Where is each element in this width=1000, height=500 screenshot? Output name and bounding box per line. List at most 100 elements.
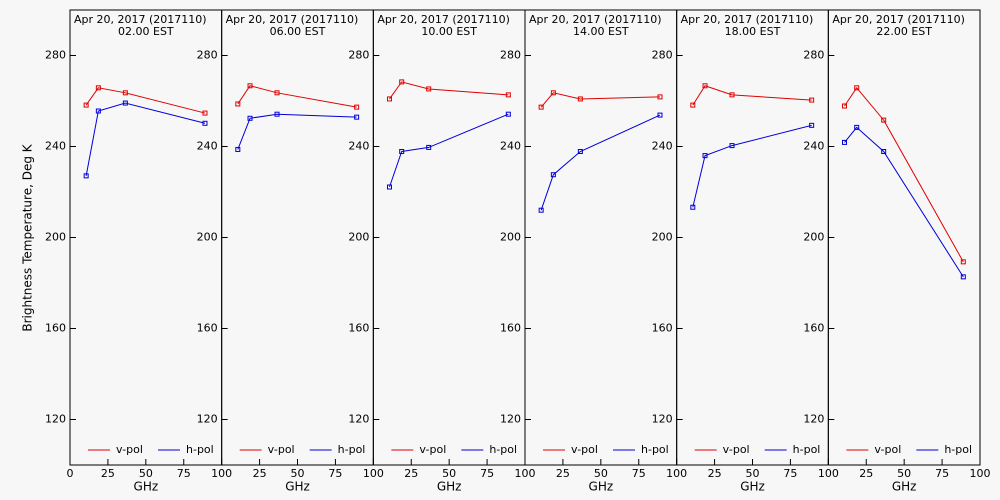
series-line bbox=[692, 85, 812, 106]
series-line bbox=[85, 102, 206, 176]
y-tick-label: 120 bbox=[652, 413, 673, 426]
point-marker bbox=[809, 122, 815, 128]
y-tick-label: 280 bbox=[197, 49, 218, 62]
point-marker bbox=[235, 146, 241, 152]
x-tick-label: 100 bbox=[818, 467, 839, 480]
y-tick-label: 240 bbox=[197, 140, 218, 153]
point-marker bbox=[274, 90, 280, 96]
y-tick-label: 160 bbox=[500, 322, 521, 335]
x-tick-label: 50 bbox=[139, 467, 153, 480]
point-marker bbox=[538, 104, 544, 110]
x-tick-label: 25 bbox=[859, 467, 873, 480]
series-line bbox=[237, 85, 357, 108]
point-marker bbox=[841, 139, 847, 145]
y-tick-label: 280 bbox=[348, 49, 369, 62]
panel-subtitle: 18.00 EST bbox=[725, 25, 781, 38]
x-tick-label: 100 bbox=[363, 467, 384, 480]
x-tick-label: 50 bbox=[746, 467, 760, 480]
point-marker bbox=[426, 86, 432, 92]
x-tick-label: 50 bbox=[291, 467, 305, 480]
point-marker bbox=[505, 111, 511, 117]
y-tick-label: 240 bbox=[45, 140, 66, 153]
panel-title: Apr 20, 2017 (2017110) bbox=[226, 13, 359, 26]
x-tick-label: 100 bbox=[515, 467, 536, 480]
point-marker bbox=[881, 117, 887, 123]
x-tick-label: 25 bbox=[556, 467, 570, 480]
legend-label: v-pol bbox=[116, 443, 143, 456]
point-marker bbox=[202, 120, 208, 126]
x-axis-label: GHz bbox=[589, 480, 614, 494]
y-tick-label: 280 bbox=[652, 49, 673, 62]
point-marker bbox=[550, 90, 556, 96]
x-tick-label: 50 bbox=[594, 467, 608, 480]
point-marker bbox=[729, 92, 735, 98]
point-marker bbox=[854, 85, 860, 91]
series-line bbox=[844, 126, 964, 278]
y-tick-label: 160 bbox=[348, 322, 369, 335]
panel-title: Apr 20, 2017 (2017110) bbox=[74, 13, 207, 26]
x-tick-label: 25 bbox=[404, 467, 418, 480]
y-tick-label: 160 bbox=[803, 322, 824, 335]
point-marker bbox=[354, 104, 360, 110]
panel-title: Apr 20, 2017 (2017110) bbox=[377, 13, 510, 26]
legend-label: v-pol bbox=[874, 443, 901, 456]
point-marker bbox=[881, 149, 887, 155]
point-marker bbox=[577, 96, 583, 102]
x-tick-label: 25 bbox=[708, 467, 722, 480]
x-axis-label: GHz bbox=[134, 480, 159, 494]
y-tick-label: 200 bbox=[500, 231, 521, 244]
point-marker bbox=[702, 153, 708, 159]
y-tick-label: 120 bbox=[45, 413, 66, 426]
y-tick-label: 120 bbox=[500, 413, 521, 426]
y-tick-label: 240 bbox=[803, 140, 824, 153]
x-tick-label: 75 bbox=[328, 467, 342, 480]
point-marker bbox=[399, 79, 405, 85]
point-marker bbox=[247, 115, 253, 121]
x-tick-label: 50 bbox=[897, 467, 911, 480]
point-marker bbox=[247, 83, 253, 89]
x-tick-label: 100 bbox=[211, 467, 232, 480]
y-tick-label: 160 bbox=[197, 322, 218, 335]
point-marker bbox=[657, 112, 663, 118]
legend-label: v-pol bbox=[268, 443, 295, 456]
series-line bbox=[844, 86, 964, 263]
point-marker bbox=[399, 149, 405, 155]
point-marker bbox=[809, 97, 815, 103]
point-marker bbox=[83, 173, 89, 179]
series-line bbox=[85, 87, 206, 114]
x-axis-label: GHz bbox=[285, 480, 310, 494]
y-tick-label: 280 bbox=[803, 49, 824, 62]
y-tick-label: 120 bbox=[348, 413, 369, 426]
legend-label: v-pol bbox=[419, 443, 446, 456]
legend-label: v-pol bbox=[723, 443, 750, 456]
panel-title: Apr 20, 2017 (2017110) bbox=[529, 13, 662, 26]
panel-subtitle: 06.00 EST bbox=[270, 25, 326, 38]
series-line bbox=[540, 92, 660, 108]
point-marker bbox=[426, 144, 432, 150]
panel-subtitle: 22.00 EST bbox=[876, 25, 932, 38]
panel-subtitle: 10.00 EST bbox=[421, 25, 477, 38]
point-marker bbox=[95, 108, 101, 114]
point-marker bbox=[657, 94, 663, 100]
point-marker bbox=[550, 172, 556, 178]
point-marker bbox=[690, 204, 696, 210]
x-axis-label: GHz bbox=[892, 480, 917, 494]
y-tick-label: 200 bbox=[45, 231, 66, 244]
point-marker bbox=[505, 92, 511, 98]
legend-label: h-pol bbox=[338, 443, 366, 456]
legend-label: h-pol bbox=[641, 443, 669, 456]
y-tick-label: 280 bbox=[500, 49, 521, 62]
y-tick-label: 200 bbox=[803, 231, 824, 244]
x-tick-label: 25 bbox=[101, 467, 115, 480]
y-tick-label: 240 bbox=[500, 140, 521, 153]
x-tick-label: 75 bbox=[935, 467, 949, 480]
y-tick-label: 200 bbox=[197, 231, 218, 244]
point-marker bbox=[729, 143, 735, 149]
point-marker bbox=[122, 100, 128, 106]
y-tick-label: 200 bbox=[348, 231, 369, 244]
point-marker bbox=[854, 124, 860, 130]
x-tick-label: 75 bbox=[480, 467, 494, 480]
point-marker bbox=[274, 111, 280, 117]
y-tick-label: 240 bbox=[348, 140, 369, 153]
point-marker bbox=[702, 83, 708, 89]
